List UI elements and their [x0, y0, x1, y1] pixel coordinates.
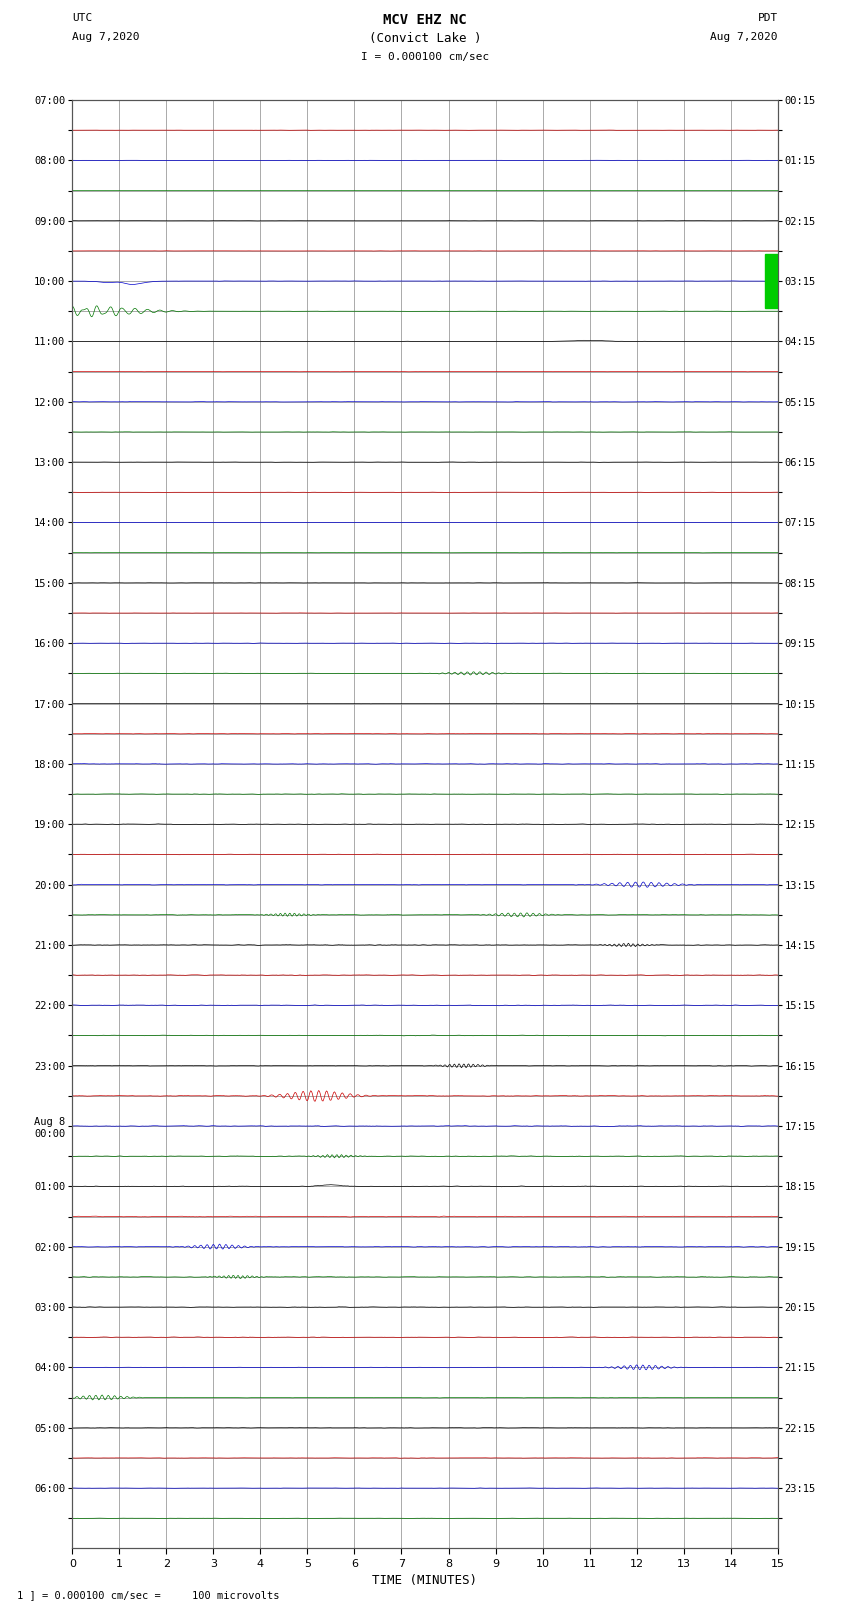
X-axis label: TIME (MINUTES): TIME (MINUTES) [372, 1574, 478, 1587]
Text: (Convict Lake ): (Convict Lake ) [369, 32, 481, 45]
Text: Aug 7,2020: Aug 7,2020 [72, 32, 139, 42]
Text: PDT: PDT [757, 13, 778, 23]
Text: UTC: UTC [72, 13, 93, 23]
Bar [765, 253, 778, 308]
Text: I = 0.000100 cm/sec: I = 0.000100 cm/sec [361, 52, 489, 61]
Text: Aug 7,2020: Aug 7,2020 [711, 32, 778, 42]
Text: 1 ] = 0.000100 cm/sec =     100 microvolts: 1 ] = 0.000100 cm/sec = 100 microvolts [17, 1590, 280, 1600]
Text: MCV EHZ NC: MCV EHZ NC [383, 13, 467, 27]
